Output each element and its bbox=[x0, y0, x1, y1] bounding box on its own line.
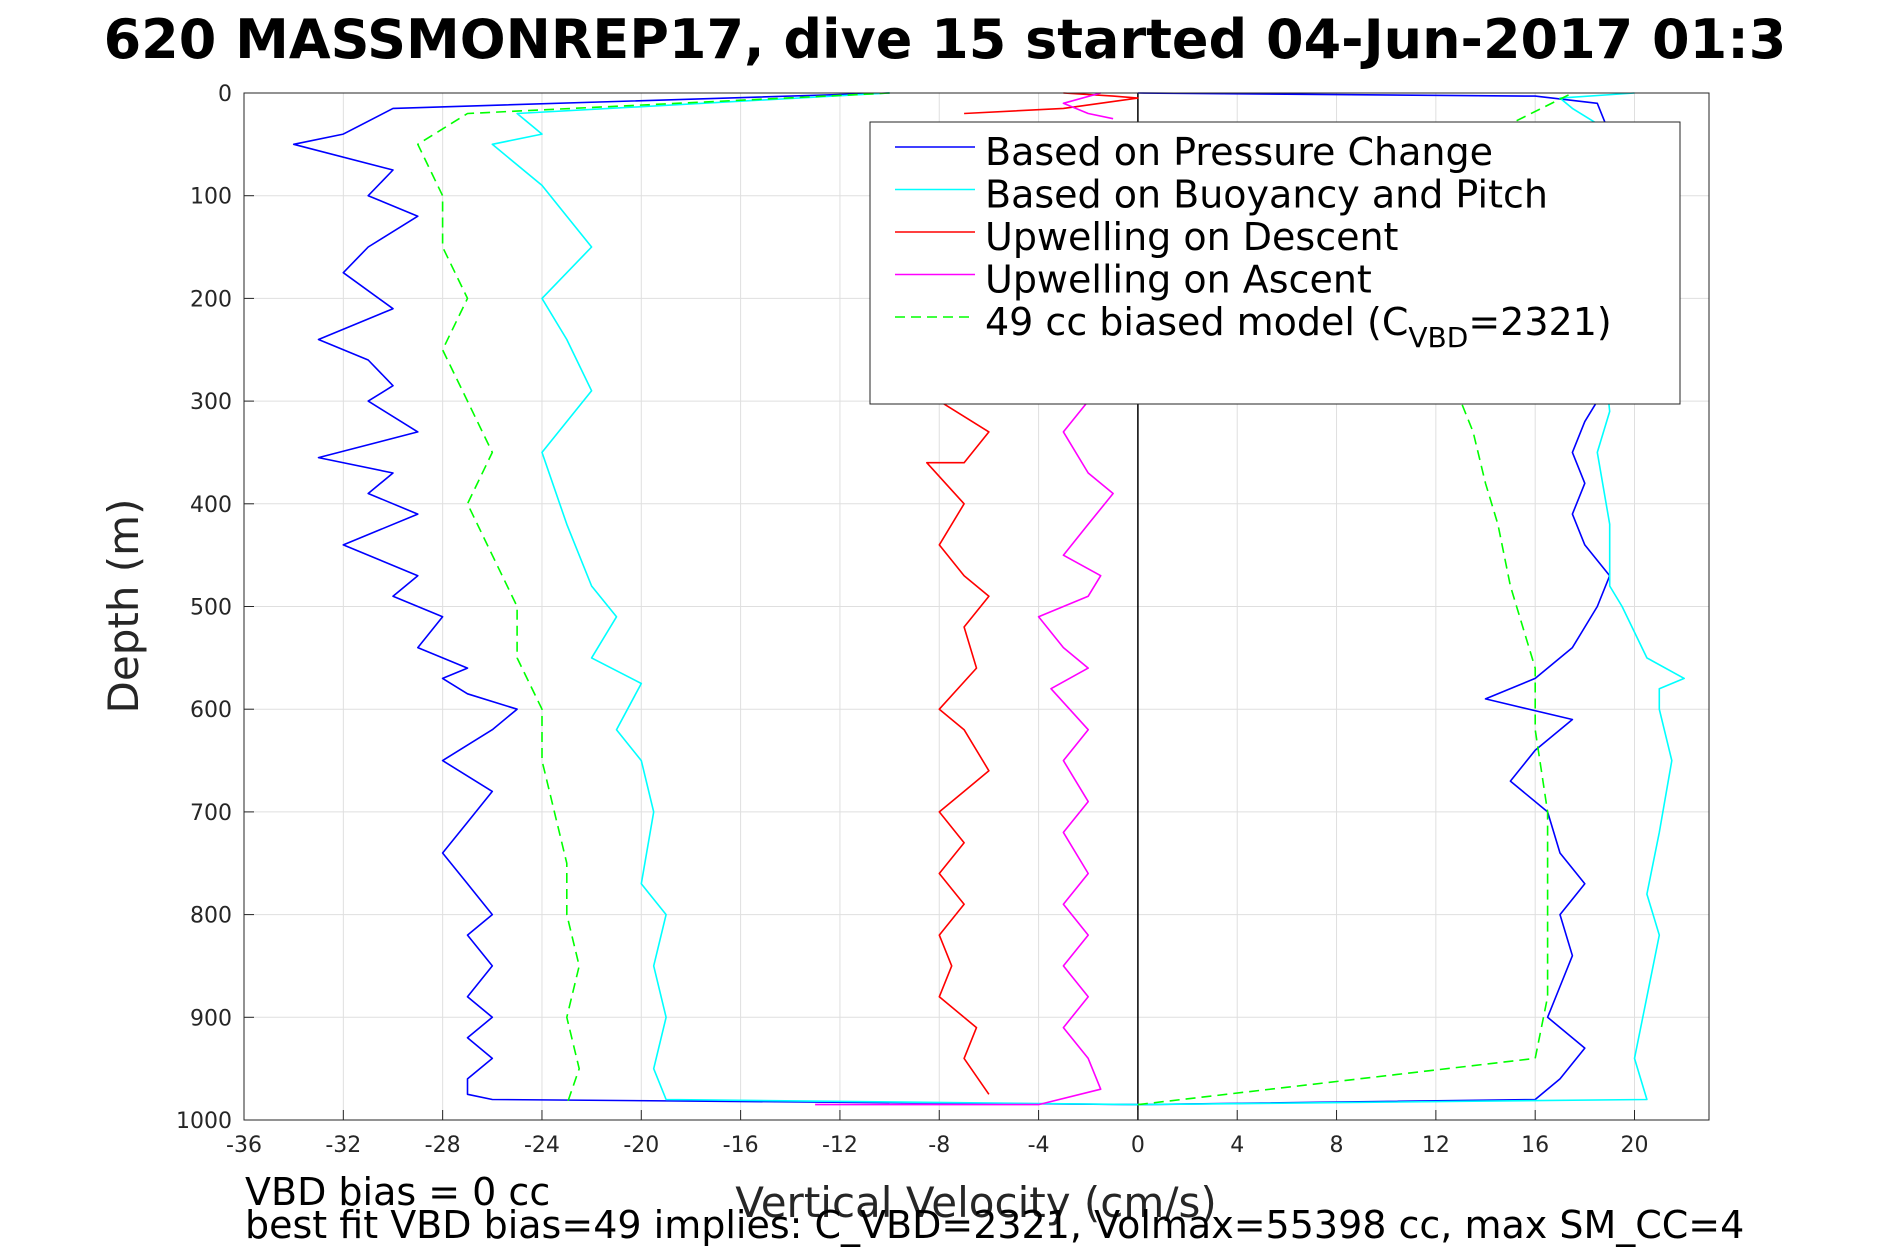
footer-line-1: VBD bias = 0 cc bbox=[245, 1170, 550, 1214]
x-tick-label: -4 bbox=[1028, 1133, 1050, 1158]
y-tick-label: 700 bbox=[190, 801, 232, 826]
x-axis-ticks: -36 -32 -28 -24 -20 -16 -12 -8 -4 0 4 8 12 16 20 bbox=[226, 1110, 1649, 1158]
series-line-based-on-pressure-change bbox=[292, 92, 1138, 1106]
series-line-based-on-buoyancy-and-pitch bbox=[491, 92, 1138, 1106]
y-tick-label: 900 bbox=[190, 1006, 232, 1031]
x-tick-label: -24 bbox=[524, 1133, 560, 1158]
legend-label: Based on Buoyancy and Pitch bbox=[985, 173, 1548, 217]
series-line-upwelling-on-ascent-top bbox=[1062, 92, 1114, 120]
legend-label: 49 cc biased model (CVBD=2321) bbox=[985, 300, 1612, 354]
y-tick-label: 100 bbox=[190, 185, 232, 210]
legend-label: Upwelling on Descent bbox=[985, 215, 1398, 259]
y-tick-label: 0 bbox=[218, 82, 232, 107]
x-tick-label: -36 bbox=[226, 1133, 262, 1158]
x-tick-label: -12 bbox=[822, 1133, 858, 1158]
x-tick-label: 12 bbox=[1422, 1133, 1450, 1158]
series-line-upwelling-on-ascent bbox=[815, 400, 1114, 1106]
x-axis-label: Vertical Velocity (cm/s) bbox=[735, 1178, 1216, 1227]
series-line-upwelling-on-descent-top bbox=[964, 92, 1139, 115]
legend-label: Based on Pressure Change bbox=[985, 130, 1493, 174]
y-tick-label: 200 bbox=[190, 287, 232, 312]
x-tick-label: 16 bbox=[1521, 1133, 1549, 1158]
x-tick-label: 0 bbox=[1131, 1133, 1145, 1158]
y-tick-label: 500 bbox=[190, 596, 232, 621]
x-tick-label: -28 bbox=[425, 1133, 461, 1158]
x-tick-label: -8 bbox=[928, 1133, 950, 1158]
y-tick-label: 800 bbox=[190, 904, 232, 929]
y-tick-label: 1000 bbox=[176, 1109, 232, 1134]
y-tick-label: 300 bbox=[190, 390, 232, 415]
y-tick-label: 400 bbox=[190, 493, 232, 518]
y-axis-ticks: 0 100 200 300 400 500 600 700 800 900 1000 bbox=[176, 82, 254, 1134]
y-tick-label: 600 bbox=[190, 698, 232, 723]
series-line-49-cc-biased-model-cvbd-2321 bbox=[416, 92, 890, 1105]
chart-title: 620 MASSMONREP17, dive 15 started 04-Jun… bbox=[104, 8, 1787, 71]
x-tick-label: 4 bbox=[1230, 1133, 1244, 1158]
x-tick-label: -16 bbox=[723, 1133, 759, 1158]
footer-line-2: best fit VBD bias=49 implies: C_VBD=2321… bbox=[245, 1203, 1744, 1247]
x-tick-label: 8 bbox=[1330, 1133, 1344, 1158]
series-line-upwelling-on-descent bbox=[925, 400, 990, 1095]
legend-box bbox=[869, 121, 1681, 405]
x-tick-label: -32 bbox=[325, 1133, 361, 1158]
x-tick-label: -20 bbox=[623, 1133, 659, 1158]
legend-label: Upwelling on Ascent bbox=[985, 258, 1372, 302]
x-tick-label: 20 bbox=[1621, 1133, 1649, 1158]
y-axis-label: Depth (m) bbox=[99, 499, 148, 714]
